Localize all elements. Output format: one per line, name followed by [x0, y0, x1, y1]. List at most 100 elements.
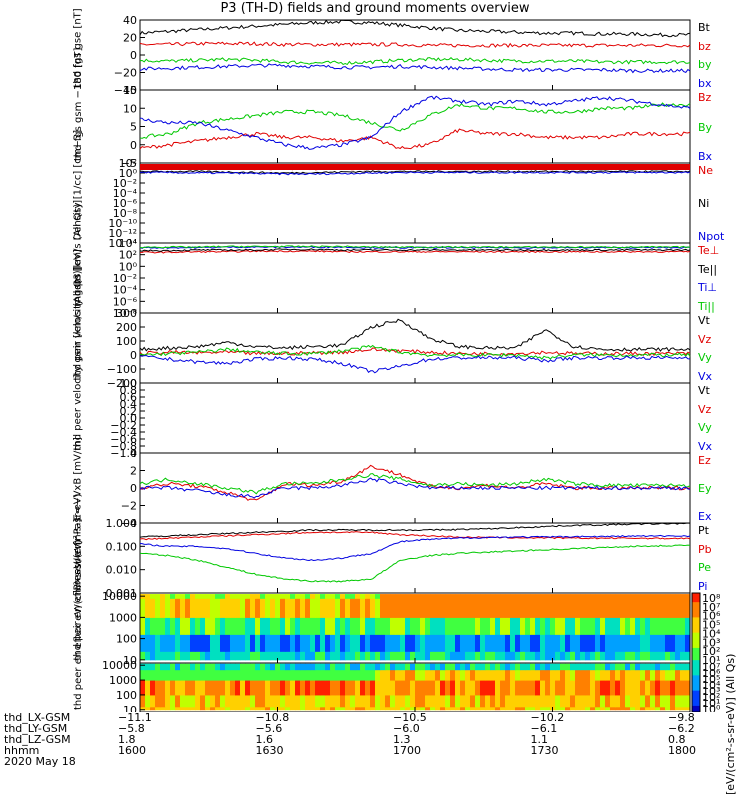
heatmap-cell	[505, 598, 511, 618]
legend-Vy: Vy	[698, 421, 712, 435]
heatmap-cell	[550, 669, 556, 681]
heatmap-cell	[310, 598, 316, 618]
heatmap-cell	[140, 663, 146, 671]
heatmap-cell	[605, 694, 611, 708]
heatmap-cell	[205, 680, 211, 696]
heatmap-cell	[635, 634, 641, 652]
heatmap-cell	[650, 694, 656, 708]
heatmap-cell	[285, 663, 291, 671]
footer-value: −5.8	[118, 722, 145, 735]
heatmap-cell	[540, 694, 546, 708]
heatmap-cell	[650, 669, 656, 681]
heatmap-cell	[255, 669, 261, 681]
legend-Vy: Vy	[698, 351, 712, 365]
heatmap-cell	[655, 617, 661, 635]
heatmap-cell	[660, 594, 666, 599]
heatmap-cell	[360, 680, 366, 696]
heatmap-cell	[250, 706, 256, 711]
heatmap-cell	[430, 598, 436, 618]
heatmap-cell	[295, 594, 301, 599]
heatmap-cell	[170, 617, 176, 635]
heatmap-cell	[405, 598, 411, 618]
heatmap-cell	[445, 706, 451, 711]
heatmap-cell	[625, 669, 631, 681]
heatmap-cell	[395, 594, 401, 599]
heatmap-cell	[620, 598, 626, 618]
heatmap-cell	[360, 634, 366, 652]
heatmap-cell	[435, 680, 441, 696]
legend-Te||: Te||	[698, 262, 718, 276]
colorbar-cell	[692, 614, 700, 618]
heatmap-cell	[580, 594, 586, 599]
heatmap-cell	[175, 663, 181, 671]
heatmap-cell	[415, 598, 421, 618]
heatmap-cell	[455, 651, 461, 661]
heatmap-cell	[275, 594, 281, 599]
heatmap-cell	[640, 594, 646, 599]
colorbar-cell	[692, 623, 700, 628]
heatmap-cell	[460, 669, 466, 681]
heatmap-cell	[260, 694, 266, 708]
heatmap-cell	[195, 594, 201, 599]
heatmap-cell	[285, 706, 291, 711]
heatmap-cell	[665, 617, 671, 635]
heatmap-cell	[375, 651, 381, 661]
heatmap-cell	[170, 594, 176, 599]
heatmap-cell	[280, 663, 286, 671]
heatmap-cell	[525, 594, 531, 599]
heatmap-cell	[470, 594, 476, 599]
heatmap-cell	[205, 694, 211, 708]
heatmap-cell	[330, 663, 336, 671]
heatmap-cell	[580, 598, 586, 618]
heatmap-cell	[390, 706, 396, 711]
footer-value: −5.6	[255, 722, 283, 735]
heatmap-cell	[205, 651, 211, 661]
heatmap-cell	[145, 617, 151, 635]
heatmap-cell	[380, 651, 386, 661]
colorbar-label: [eV/(cm²-s-sr-eV)] (All Qs)	[724, 653, 737, 795]
legend-Pb: Pb	[698, 542, 712, 556]
heatmap-cell	[605, 663, 611, 671]
heatmap-cell	[355, 706, 361, 711]
heatmap-cell	[385, 706, 391, 711]
heatmap-cell	[570, 634, 576, 652]
heatmap-cell	[160, 651, 166, 661]
legend-Ey: Ey	[698, 482, 712, 495]
heatmap-cell	[150, 598, 156, 618]
heatmap-cell	[265, 651, 271, 661]
heatmap-cell	[660, 669, 666, 681]
heatmap-cell	[270, 663, 276, 671]
heatmap-cell	[385, 669, 391, 681]
heatmap-cell	[525, 706, 531, 711]
heatmap-cell	[480, 663, 486, 671]
heatmap-cell	[420, 669, 426, 681]
heatmap-cell	[225, 594, 231, 599]
heatmap-cell	[490, 706, 496, 711]
heatmap-cell	[445, 651, 451, 661]
heatmap-cell	[320, 706, 326, 711]
heatmap-cell	[570, 651, 576, 661]
heatmap-cell	[210, 680, 216, 696]
heatmap-cell	[175, 617, 181, 635]
colorbar-cell	[692, 647, 700, 652]
series-line-Pt	[139, 522, 691, 538]
colorbar-frame	[691, 592, 701, 712]
heatmap-cell	[440, 669, 446, 681]
heatmap-cell	[210, 663, 216, 671]
heatmap-cell	[350, 669, 356, 681]
heatmap-cell	[220, 651, 226, 661]
heatmap-cell	[435, 651, 441, 661]
heatmap-cell	[595, 680, 601, 696]
heatmap-cell	[655, 598, 661, 618]
heatmap-cell	[305, 598, 311, 618]
heatmap-cell	[150, 663, 156, 671]
heatmap-cell	[190, 651, 196, 661]
heatmap-cell	[530, 651, 536, 661]
colorbar-cell	[692, 660, 700, 664]
heatmap-cell	[320, 694, 326, 708]
colorbar-tick: 10²	[702, 691, 720, 704]
heatmap-cell	[600, 680, 606, 696]
colorbar-tick: 10⁶	[702, 610, 721, 623]
heatmap-cell	[495, 663, 501, 671]
y-tick-label: −200	[107, 377, 137, 390]
